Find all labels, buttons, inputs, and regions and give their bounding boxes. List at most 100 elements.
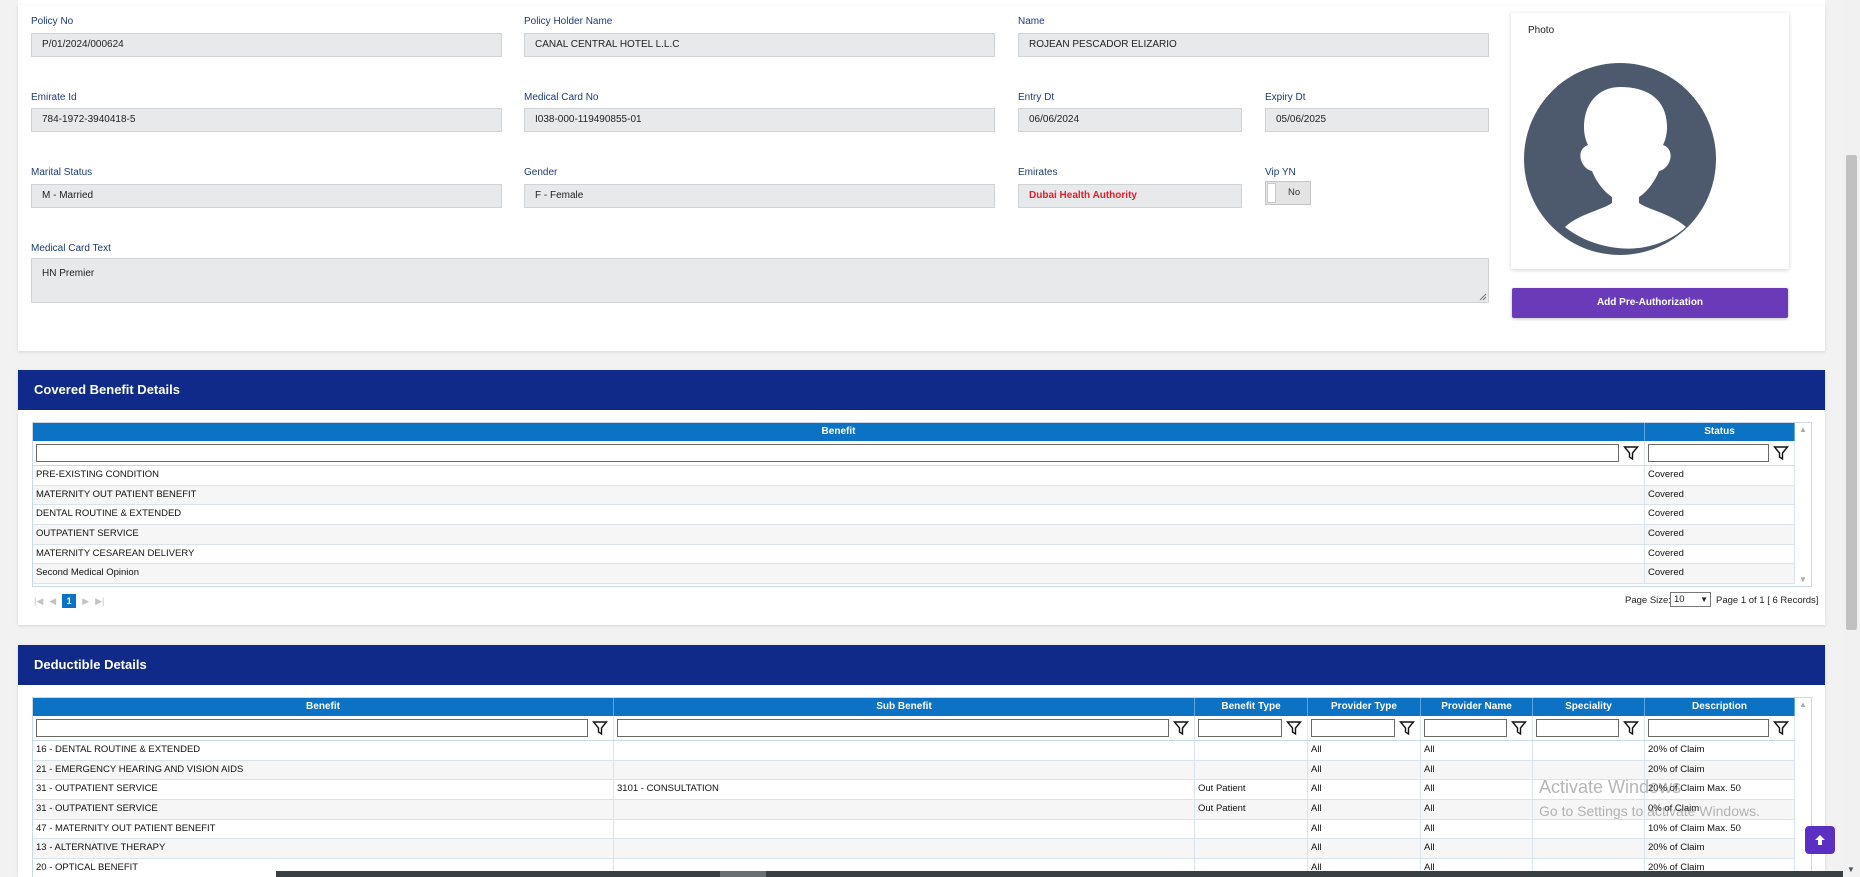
- filter-icon[interactable]: [1771, 444, 1791, 462]
- table-row[interactable]: 31 - OUTPATIENT SERVICE Out Patient All …: [33, 800, 1795, 820]
- provider-type-cell: All: [1308, 800, 1421, 819]
- entry-dt-field[interactable]: 06/06/2024: [1018, 108, 1242, 132]
- table-row[interactable]: 47 - MATERNITY OUT PATIENT BENEFIT All A…: [33, 819, 1795, 840]
- description-cell: 20% of Claim: [1645, 839, 1795, 859]
- scroll-down-icon[interactable]: ▼: [1799, 575, 1807, 584]
- table-row[interactable]: OUTPATIENT SERVICE Covered: [33, 525, 1795, 545]
- column-header-benefit[interactable]: Benefit: [33, 698, 614, 716]
- first-page-icon[interactable]: |◀: [34, 595, 44, 606]
- table-row[interactable]: MATERNITY CESAREAN DELIVERY Covered: [33, 544, 1795, 565]
- filter-icon[interactable]: [1509, 719, 1529, 737]
- page-scrollbar[interactable]: ▼: [1843, 0, 1860, 877]
- table-row[interactable]: 20 - OPTICAL BENEFIT All All 20% of Clai…: [33, 859, 1795, 877]
- filter-icon[interactable]: [1397, 719, 1417, 737]
- benefit-cell: 20 - OPTICAL BENEFIT: [33, 859, 614, 877]
- column-header-provider-type[interactable]: Provider Type: [1308, 698, 1421, 716]
- benefit-cell: Second Medical Opinion: [33, 564, 1645, 584]
- speciality-cell: [1533, 839, 1645, 859]
- status-filter-input[interactable]: [1648, 444, 1769, 462]
- sub-benefit-cell: [614, 741, 1195, 760]
- description-cell: 20% of Claim: [1645, 741, 1795, 760]
- filter-icon[interactable]: [1171, 719, 1191, 737]
- arrow-up-icon: [1815, 835, 1825, 845]
- table-row[interactable]: Second Medical Opinion Covered: [33, 564, 1795, 585]
- gender-field[interactable]: F - Female: [524, 184, 995, 208]
- table-row[interactable]: PRE-EXISTING CONDITION Covered: [33, 466, 1795, 486]
- add-pre-authorization-button[interactable]: Add Pre-Authorization: [1512, 288, 1788, 318]
- table-row[interactable]: 31 - OUTPATIENT SERVICE 3101 - CONSULTAT…: [33, 780, 1795, 801]
- benefit-filter-input[interactable]: [36, 719, 588, 737]
- table-row[interactable]: MATERNITY OUT PATIENT BENEFIT Covered: [33, 485, 1795, 506]
- table-row[interactable]: 21 - EMERGENCY HEARING AND VISION AIDS A…: [33, 760, 1795, 781]
- filter-icon[interactable]: [1621, 444, 1641, 462]
- filter-icon[interactable]: [1284, 719, 1304, 737]
- table-row[interactable]: 13 - ALTERNATIVE THERAPY All All 20% of …: [33, 839, 1795, 860]
- photo-label: Photo: [1528, 25, 1555, 36]
- provider-type-filter-input[interactable]: [1311, 719, 1395, 737]
- speciality-filter-input[interactable]: [1536, 719, 1619, 737]
- policy-holder-name-field[interactable]: CANAL CENTRAL HOTEL L.L.C: [524, 33, 995, 57]
- column-header-sub-benefit[interactable]: Sub Benefit: [614, 698, 1195, 716]
- deductible-grid: Benefit Sub Benefit Benefit Type Provide…: [32, 697, 1812, 877]
- name-field[interactable]: ROJEAN PESCADOR ELIZARIO: [1018, 33, 1489, 57]
- column-header-description[interactable]: Description: [1645, 698, 1795, 716]
- column-header-benefit-type[interactable]: Benefit Type: [1195, 698, 1308, 716]
- provider-name-cell: All: [1421, 859, 1533, 877]
- emirates-field[interactable]: Dubai Health Authority: [1018, 184, 1242, 208]
- page-scrollbar-thumb[interactable]: [1846, 155, 1857, 630]
- chevron-down-icon: ▼: [1700, 595, 1708, 604]
- marital-status-field[interactable]: M - Married: [31, 184, 502, 208]
- speciality-cell: [1533, 760, 1645, 780]
- sub-benefit-filter-input[interactable]: [617, 719, 1169, 737]
- provider-name-cell: All: [1421, 760, 1533, 780]
- medical-card-text-area[interactable]: HN Premier: [31, 258, 1489, 303]
- scroll-up-icon[interactable]: ▲: [1799, 425, 1807, 434]
- scroll-down-icon[interactable]: ▼: [1847, 865, 1855, 874]
- filter-icon[interactable]: [1621, 719, 1641, 737]
- page-summary: Page 1 of 1 [ 6 Records]: [1716, 595, 1819, 606]
- current-page-button[interactable]: 1: [62, 594, 77, 608]
- emirate-id-field[interactable]: 784-1972-3940418-5: [31, 108, 502, 132]
- filter-icon[interactable]: [1771, 719, 1791, 737]
- sub-benefit-cell: [614, 800, 1195, 819]
- provider-name-filter-input[interactable]: [1424, 719, 1507, 737]
- benefit-type-cell: [1195, 819, 1308, 839]
- column-header-benefit[interactable]: Benefit: [33, 423, 1645, 441]
- prev-page-icon[interactable]: ◀: [49, 595, 57, 606]
- column-header-status[interactable]: Status: [1645, 423, 1795, 441]
- benefit-type-filter-input[interactable]: [1198, 719, 1282, 737]
- vip-toggle[interactable]: No: [1265, 181, 1311, 205]
- column-header-provider-name[interactable]: Provider Name: [1421, 698, 1533, 716]
- benefit-type-cell: [1195, 741, 1308, 760]
- table-row[interactable]: 16 - DENTAL ROUTINE & EXTENDED All All 2…: [33, 741, 1795, 761]
- medical-card-no-field[interactable]: I038-000-119490855-01: [524, 108, 995, 132]
- next-page-icon[interactable]: ▶: [82, 595, 90, 606]
- scroll-up-icon[interactable]: ▲: [1799, 700, 1807, 709]
- covered-benefit-grid: Benefit Status PRE-EXISTING CONDITION Cov…: [32, 422, 1812, 587]
- description-cell: 20% of Claim Max. 50: [1645, 780, 1795, 800]
- benefit-cell: 16 - DENTAL ROUTINE & EXTENDED: [33, 741, 614, 760]
- resize-handle-icon[interactable]: [1479, 293, 1487, 301]
- photo-card: Photo: [1511, 13, 1789, 269]
- taskbar-highlight: [720, 871, 766, 877]
- status-cell: Covered: [1645, 564, 1795, 584]
- page-size-select[interactable]: 10 ▼: [1670, 592, 1711, 607]
- sub-benefit-cell: [614, 760, 1195, 780]
- expiry-dt-field[interactable]: 05/06/2025: [1265, 108, 1489, 132]
- column-header-speciality[interactable]: Speciality: [1533, 698, 1645, 716]
- speciality-cell: [1533, 819, 1645, 839]
- medical-card-no-label: Medical Card No: [524, 92, 599, 103]
- benefit-filter-input[interactable]: [36, 444, 1619, 462]
- status-cell: Covered: [1645, 525, 1795, 544]
- provider-name-cell: All: [1421, 780, 1533, 800]
- last-page-icon[interactable]: ▶|: [95, 595, 105, 606]
- filter-icon[interactable]: [590, 719, 610, 737]
- description-filter-input[interactable]: [1648, 719, 1769, 737]
- policy-no-field[interactable]: P/01/2024/000624: [31, 33, 502, 57]
- activate-windows-title: Activate Windows: [1539, 777, 1682, 797]
- covered-grid-scrollbar[interactable]: ▲ ▼: [1795, 423, 1811, 586]
- provider-type-cell: All: [1308, 780, 1421, 800]
- scroll-to-top-button[interactable]: [1805, 826, 1835, 854]
- table-row[interactable]: DENTAL ROUTINE & EXTENDED Covered: [33, 505, 1795, 526]
- expiry-dt-label: Expiry Dt: [1265, 92, 1306, 103]
